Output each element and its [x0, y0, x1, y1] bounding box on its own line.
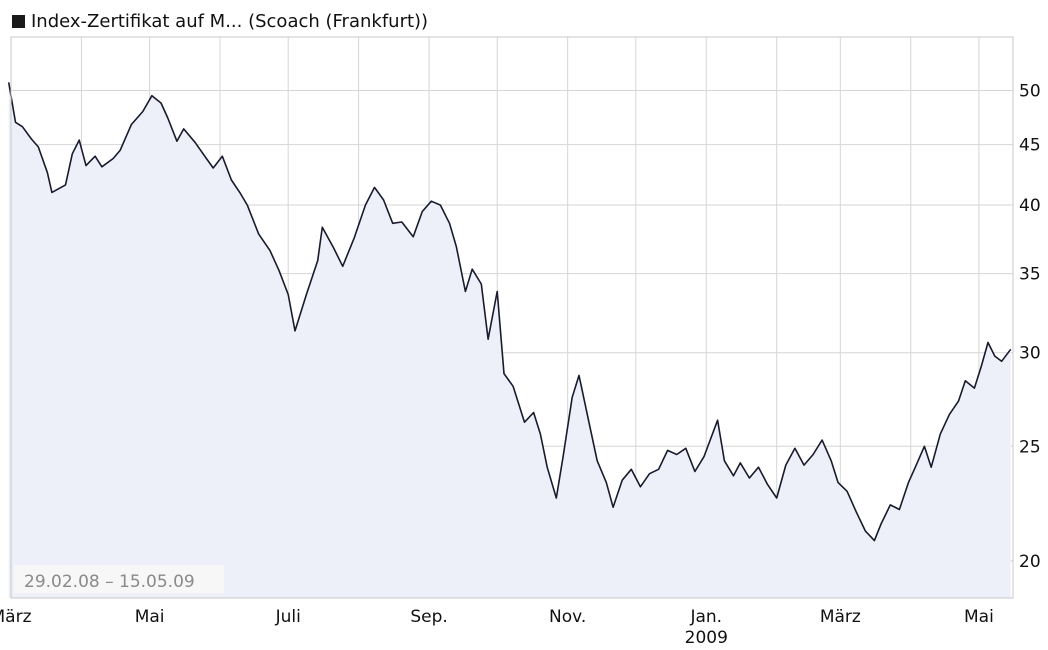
- y-tick-label: 35: [1019, 265, 1041, 285]
- x-tick-label: Sep.: [410, 607, 447, 627]
- plot-frame: [10, 36, 1014, 599]
- chart-legend: Index-Zertifikat auf M... (Scoach (Frank…: [12, 10, 428, 32]
- date-range-label: 29.02.08 – 15.05.09: [24, 572, 195, 592]
- y-tick-label: 50: [1019, 82, 1041, 102]
- x-tick-label: März: [820, 607, 861, 627]
- y-tick-label: 25: [1019, 437, 1041, 457]
- y-tick-label: 45: [1019, 136, 1041, 156]
- chart-title: Index-Zertifikat auf M... (Scoach (Frank…: [31, 10, 429, 32]
- date-range-box: [14, 565, 224, 593]
- x-tick-label: März: [0, 607, 32, 627]
- x-tick-label: Nov.: [549, 607, 586, 627]
- y-tick-label: 30: [1019, 344, 1041, 364]
- x-tick-label: Jan.: [689, 607, 722, 627]
- x-axis: März Mai Juli Sep. Nov. Jan.2009 März Mai: [0, 607, 994, 648]
- x-tick-year-label: 2009: [685, 628, 728, 648]
- x-tick-label: Mai: [964, 607, 994, 627]
- y-tick-label: 40: [1019, 196, 1041, 216]
- price-area-fill: [8, 82, 1011, 598]
- price-line: [7, 82, 1012, 542]
- x-tick-label: Mai: [135, 607, 165, 627]
- y-axis: 20 25 30 35 40 45 50: [1019, 82, 1041, 572]
- y-tick-label: 20: [1019, 552, 1041, 572]
- legend-swatch: [12, 14, 25, 28]
- x-tick-label: Juli: [275, 607, 301, 627]
